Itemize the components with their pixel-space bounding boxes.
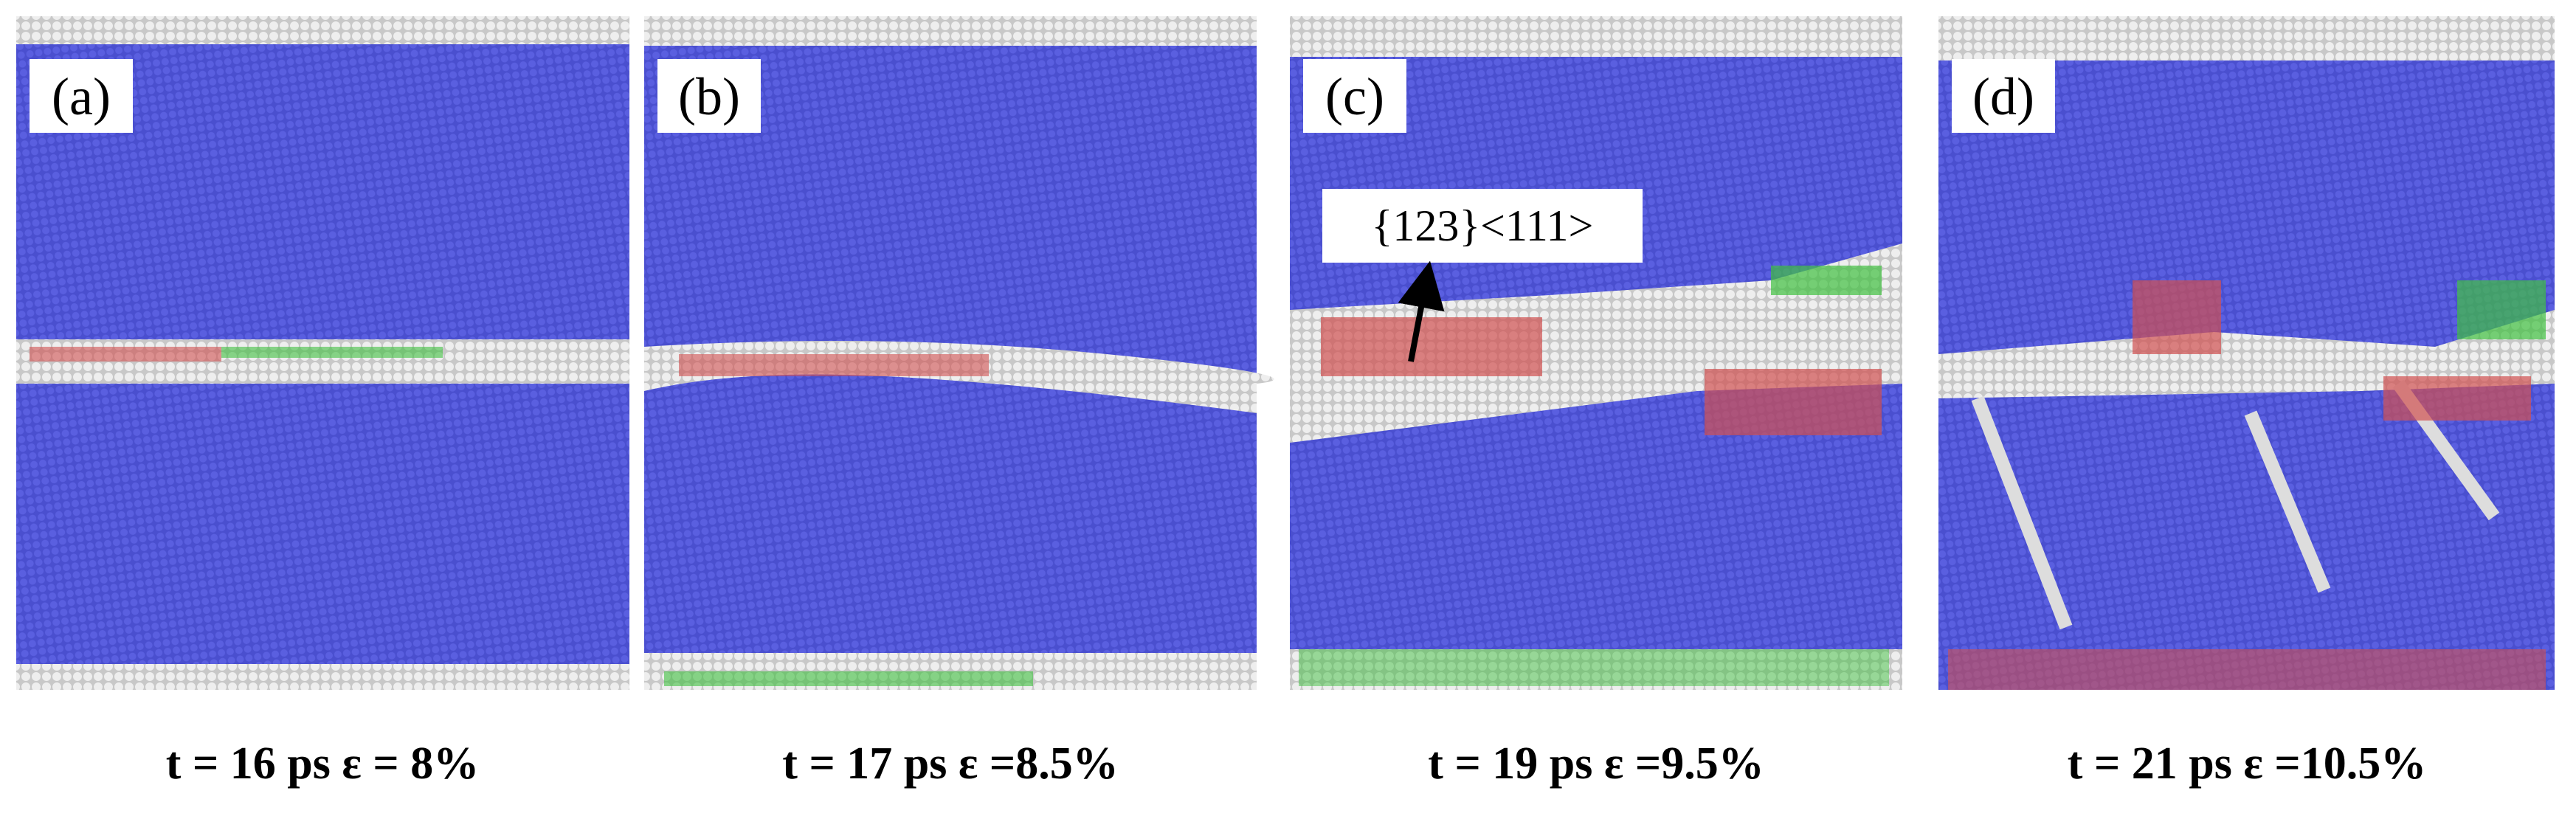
defect-region bbox=[2133, 280, 2221, 354]
label-box bbox=[657, 59, 761, 133]
defect-region bbox=[2383, 376, 2531, 421]
defect-region bbox=[1771, 266, 1882, 295]
boundary-top bbox=[644, 16, 1257, 46]
panel-c: (c) {123}<111> t = 19 ps ε =9.5% bbox=[1290, 16, 1902, 789]
boundary-top bbox=[16, 16, 629, 44]
panel-label: (c) bbox=[1325, 67, 1384, 126]
label-box bbox=[30, 59, 133, 133]
defect-region bbox=[679, 354, 989, 376]
panel-b: (b) t = 17 ps ε =8.5% bbox=[644, 16, 1274, 789]
panel-d: (d) t = 21 ps ε =10.5% bbox=[1938, 16, 2555, 789]
defect-region bbox=[2457, 280, 2546, 339]
label-box bbox=[1303, 59, 1406, 133]
defect-region bbox=[30, 347, 221, 362]
panel-label: (b) bbox=[678, 67, 740, 126]
arrow bbox=[1398, 260, 1445, 362]
defect-region bbox=[221, 347, 443, 358]
defect-region bbox=[1948, 649, 2546, 690]
defect-region bbox=[1321, 317, 1542, 376]
caption: t = 19 ps ε =9.5% bbox=[1428, 739, 1764, 789]
slip-band bbox=[1971, 395, 2073, 630]
defect-region bbox=[664, 671, 1033, 686]
boundary-middle bbox=[1290, 243, 1902, 443]
defect-region bbox=[1299, 649, 1889, 686]
label-box bbox=[1952, 59, 2055, 133]
annotation: {123}<111> bbox=[1372, 201, 1594, 250]
caption: t = 21 ps ε =10.5% bbox=[2068, 739, 2426, 789]
boundary-top bbox=[1938, 16, 2555, 60]
panel-label: (a) bbox=[52, 67, 111, 126]
defect-region bbox=[1705, 369, 1882, 435]
panel-label: (d) bbox=[1972, 67, 2034, 126]
boundary-top bbox=[1290, 16, 1902, 57]
slip-band bbox=[2244, 410, 2331, 593]
boundary-bottom bbox=[16, 664, 629, 690]
panel-a: (a) t = 16 ps ε = 8% bbox=[16, 16, 629, 789]
annotation-box bbox=[1322, 189, 1643, 263]
caption: t = 16 ps ε = 8% bbox=[166, 739, 479, 789]
caption: t = 17 ps ε =8.5% bbox=[782, 739, 1118, 789]
